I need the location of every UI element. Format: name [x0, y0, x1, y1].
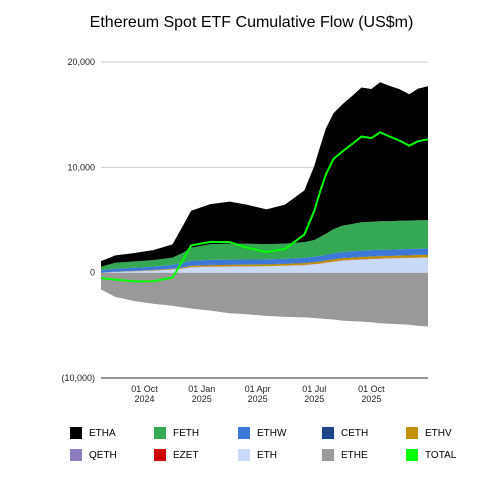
series-area-feth [101, 220, 428, 271]
legend-label: ETHW [257, 427, 287, 439]
legend-label: ETH [257, 449, 277, 461]
legend-swatch [322, 449, 334, 461]
legend-swatch [238, 427, 250, 439]
series-area-etha [101, 82, 428, 267]
legend-item-ethv: ETHV [406, 427, 490, 439]
y-tick-label: 0 [90, 268, 95, 278]
legend-label: ETHE [341, 449, 368, 461]
legend-swatch [406, 427, 418, 439]
series-area-eth [101, 257, 428, 273]
legend-row: ETHA FETH ETHW CETH ETHV [70, 424, 490, 442]
legend-item-ezet: EZET [154, 449, 238, 461]
legend-label: QETH [89, 449, 117, 461]
legend-label: ETHV [425, 427, 452, 439]
x-tick-label: 01 Oct [131, 384, 158, 394]
series-line-total [100, 131, 429, 283]
legend-label: CETH [341, 427, 369, 439]
series-area-ethw [101, 248, 428, 273]
legend-swatch [238, 449, 250, 461]
x-tick-year: 2024 [135, 394, 155, 404]
legend-swatch [406, 449, 418, 461]
x-tick-year: 2025 [304, 394, 324, 404]
legend-swatch [154, 449, 166, 461]
x-tick-label: 01 Apr [245, 384, 271, 394]
legend-swatch [322, 427, 334, 439]
legend-label: ETHA [89, 427, 116, 439]
x-tick-label: 01 Oct [358, 384, 385, 394]
x-tick-label: 01 Jul [302, 384, 326, 394]
legend-item-ethe: ETHE [322, 449, 406, 461]
legend-label: TOTAL [425, 449, 457, 461]
x-tick-year: 2025 [361, 394, 381, 404]
legend: ETHA FETH ETHW CETH ETHV QETH EZET ETH ETHE TOTAL [70, 424, 490, 468]
chart-title: Ethereum Spot ETF Cumulative Flow (US$m) [89, 14, 414, 31]
legend-item-total: TOTAL [406, 449, 490, 461]
legend-item-feth: FETH [154, 427, 238, 439]
legend-swatch [154, 427, 166, 439]
x-tick-year: 2025 [248, 394, 268, 404]
y-tick-label: (10,000) [61, 373, 95, 383]
series-area-ethe [101, 272, 428, 327]
legend-item-eth: ETH [238, 449, 322, 461]
legend-item-ethw: ETHW [238, 427, 322, 439]
y-tick-label: 10,000 [67, 162, 95, 172]
legend-swatch [70, 449, 82, 461]
legend-row: QETH EZET ETH ETHE TOTAL [70, 446, 490, 464]
legend-label: EZET [173, 449, 199, 461]
x-tick-label: 01 Jan [188, 384, 215, 394]
legend-item-qeth: QETH [70, 449, 154, 461]
legend-label: FETH [173, 427, 200, 439]
y-tick-label: 20,000 [67, 57, 95, 67]
legend-item-ceth: CETH [322, 427, 406, 439]
legend-item-etha: ETHA [70, 427, 154, 439]
x-tick-year: 2025 [192, 394, 212, 404]
legend-swatch [70, 427, 82, 439]
series-area-ethv [101, 254, 428, 273]
